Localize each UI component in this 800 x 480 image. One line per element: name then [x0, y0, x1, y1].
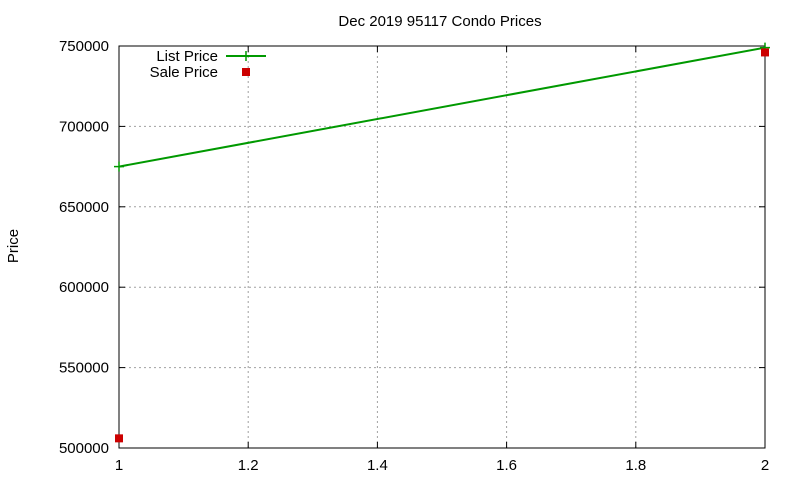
legend-swatch-marker: [242, 68, 250, 76]
legend-label: List Price: [156, 48, 218, 65]
series-layer: [114, 42, 770, 443]
y-tick-label: 550000: [59, 360, 109, 377]
data-point: [115, 434, 123, 443]
y-tick-label: 600000: [59, 279, 109, 296]
x-tick-label: 1: [115, 457, 123, 474]
x-tick-label: 2: [761, 457, 769, 474]
data-point: [114, 161, 124, 172]
chart-title: Dec 2019 95117 Condo Prices: [338, 13, 541, 30]
plot-border: [118, 45, 766, 449]
x-tick-label: 1.4: [367, 457, 388, 474]
y-tick-label: 500000: [59, 440, 109, 457]
y-axis-label: Price: [5, 229, 22, 263]
series-1: [115, 48, 769, 443]
y-tick-label: 700000: [59, 118, 109, 135]
legend-swatch-marker: [241, 51, 251, 61]
x-tick-label: 1.2: [238, 457, 259, 474]
legend-label: Sale Price: [150, 64, 218, 81]
series-line: [118, 46, 766, 168]
data-point: [761, 48, 769, 57]
series-0: [114, 42, 770, 172]
axes: [118, 45, 766, 449]
x-tick-label: 1.6: [496, 457, 517, 474]
y-tick-label: 650000: [59, 199, 109, 216]
x-tick-label: 1.8: [625, 457, 646, 474]
tick-labels: 1 1.2 1.4 1.6 1.8 2 500000 550000 600000 650000 70…: [59, 38, 769, 474]
y-tick-label: 750000: [59, 38, 109, 55]
